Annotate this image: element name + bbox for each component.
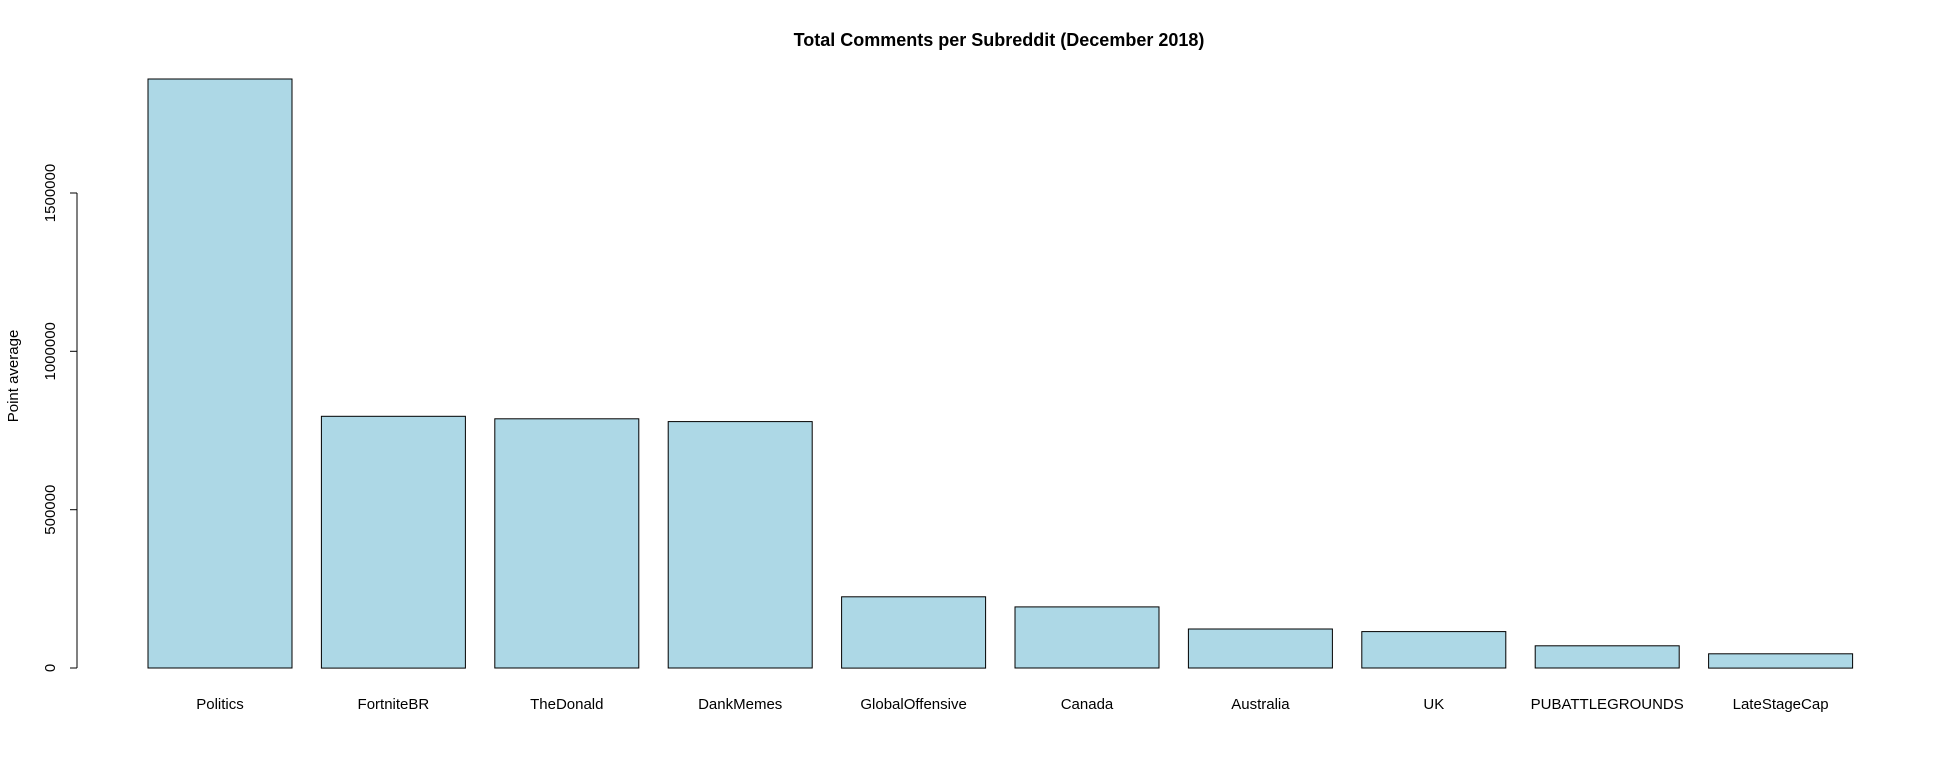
bar-canada bbox=[1014, 606, 1160, 669]
bar-globaloffensive bbox=[841, 596, 987, 669]
bar-fortnitebr bbox=[320, 415, 466, 669]
y-tick-label: 1500000 bbox=[42, 164, 59, 222]
x-axis-labels: Politics FortniteBR TheDonald DankMemes Glob… bbox=[196, 696, 1828, 713]
y-tick-label: 0 bbox=[42, 664, 59, 672]
bar-politics bbox=[147, 78, 293, 669]
y-axis-label: Point average bbox=[5, 330, 22, 423]
bar-dankmemes bbox=[667, 421, 813, 669]
bar-thedonald bbox=[494, 418, 640, 669]
y-axis: 0 500000 1000000 1500000 bbox=[42, 164, 78, 672]
x-tick-label: Canada bbox=[1061, 696, 1114, 713]
bar-pubattlegrounds bbox=[1534, 645, 1680, 669]
y-tick-label: 500000 bbox=[42, 485, 59, 535]
x-tick-label: GlobalOffensive bbox=[860, 696, 966, 713]
x-tick-label: Australia bbox=[1231, 696, 1290, 713]
x-tick-label: Politics bbox=[196, 696, 244, 713]
x-tick-label: TheDonald bbox=[530, 696, 603, 713]
x-tick-label: PUBATTLEGROUNDS bbox=[1531, 696, 1684, 713]
chart-title: Total Comments per Subreddit (December 2… bbox=[794, 30, 1205, 50]
bar-uk bbox=[1361, 631, 1507, 669]
bars-group bbox=[147, 78, 1854, 669]
bar-australia bbox=[1187, 628, 1333, 669]
bar-latestagecap bbox=[1708, 653, 1854, 669]
x-tick-label: UK bbox=[1423, 696, 1444, 713]
x-tick-label: DankMemes bbox=[698, 696, 782, 713]
y-tick-label: 1000000 bbox=[42, 322, 59, 380]
x-tick-label: LateStageCap bbox=[1733, 696, 1829, 713]
x-tick-label: FortniteBR bbox=[358, 696, 430, 713]
